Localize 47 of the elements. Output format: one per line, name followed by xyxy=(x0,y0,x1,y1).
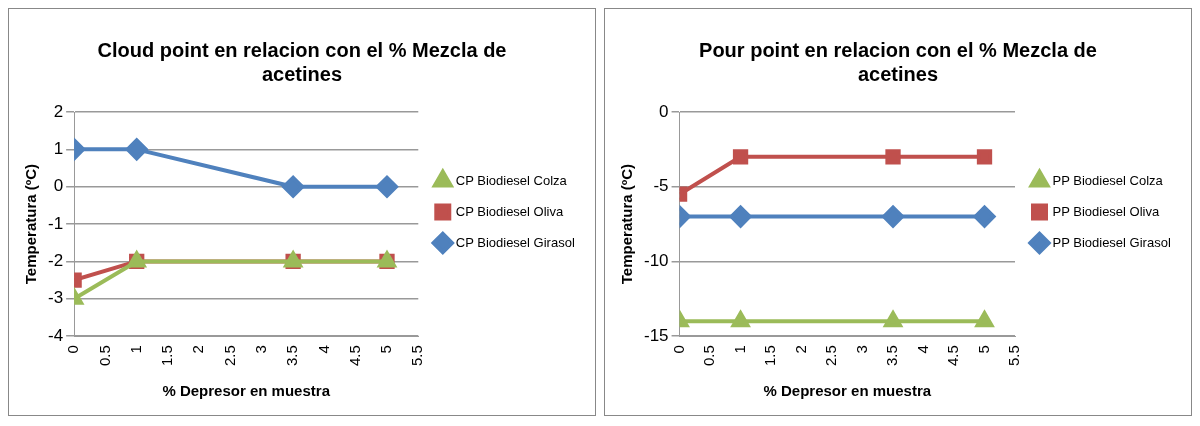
y-axis-title: Temperatura (ºC) xyxy=(22,163,40,285)
y-tick-label: 0 xyxy=(53,176,64,196)
legend-label: CP Biodiesel Oliva xyxy=(455,203,564,219)
x-tick-label: 4.5 xyxy=(944,345,962,367)
y-axis-title: Temperatura (ºC) xyxy=(618,163,636,285)
x-tick-label: 3.5 xyxy=(883,345,901,367)
legend-label: CP Biodiesel Girasol xyxy=(455,234,575,250)
x-tick-label: 0 xyxy=(669,345,687,354)
x-axis-title: % Depresor en muestra xyxy=(162,382,331,400)
x-tick-label: 3 xyxy=(251,345,269,354)
y-tick-label: -10 xyxy=(643,251,669,271)
x-tick-label: 2.5 xyxy=(220,345,238,367)
x-tick-label: 2.5 xyxy=(822,345,840,367)
x-tick-label: 4 xyxy=(913,345,931,354)
legend-label: CP Biodiesel Colza xyxy=(455,172,568,188)
x-tick-label: 3 xyxy=(852,345,870,354)
x-tick-label: 0.5 xyxy=(95,345,113,367)
y-tick-label: -4 xyxy=(47,325,64,345)
x-tick-label: 3.5 xyxy=(283,345,301,367)
x-tick-label: 0.5 xyxy=(700,345,718,367)
chart-title: Cloud point en relacion con el % Mezcla de acetines xyxy=(97,38,507,85)
legend-label: PP Biodiesel Oliva xyxy=(1052,203,1160,219)
x-tick-label: 5.5 xyxy=(408,345,426,367)
y-tick-label: -1 xyxy=(47,213,64,233)
y-tick-label: -15 xyxy=(643,325,669,345)
x-tick-label: 1.5 xyxy=(761,345,779,367)
x-tick-label: 0 xyxy=(64,345,82,354)
x-tick-label: 1.5 xyxy=(158,345,176,367)
y-tick-label: 0 xyxy=(659,101,669,121)
x-tick-label: 4 xyxy=(314,345,332,354)
y-tick-label: -2 xyxy=(47,251,64,271)
y-tick-label: 1 xyxy=(53,139,64,159)
y-tick-label: -3 xyxy=(47,288,64,308)
x-tick-label: 4.5 xyxy=(345,345,363,367)
legend-label: PP Biodiesel Girasol xyxy=(1052,234,1171,250)
x-axis-title: % Depresor en muestra xyxy=(763,382,932,400)
x-tick-label: 1 xyxy=(126,345,144,354)
legend-label: PP Biodiesel Colza xyxy=(1052,172,1164,188)
y-tick-label: 2 xyxy=(53,101,64,121)
x-tick-label: 5 xyxy=(377,345,395,354)
x-tick-label: 5.5 xyxy=(1005,345,1023,367)
chart-title: Pour point en relacion con el % Mezcla de acetines xyxy=(699,38,1097,85)
x-tick-label: 5 xyxy=(974,345,992,354)
x-tick-label: 2 xyxy=(791,345,809,354)
y-tick-label: -5 xyxy=(653,176,669,196)
x-tick-label: 1 xyxy=(730,345,748,354)
x-tick-label: 2 xyxy=(189,345,207,354)
